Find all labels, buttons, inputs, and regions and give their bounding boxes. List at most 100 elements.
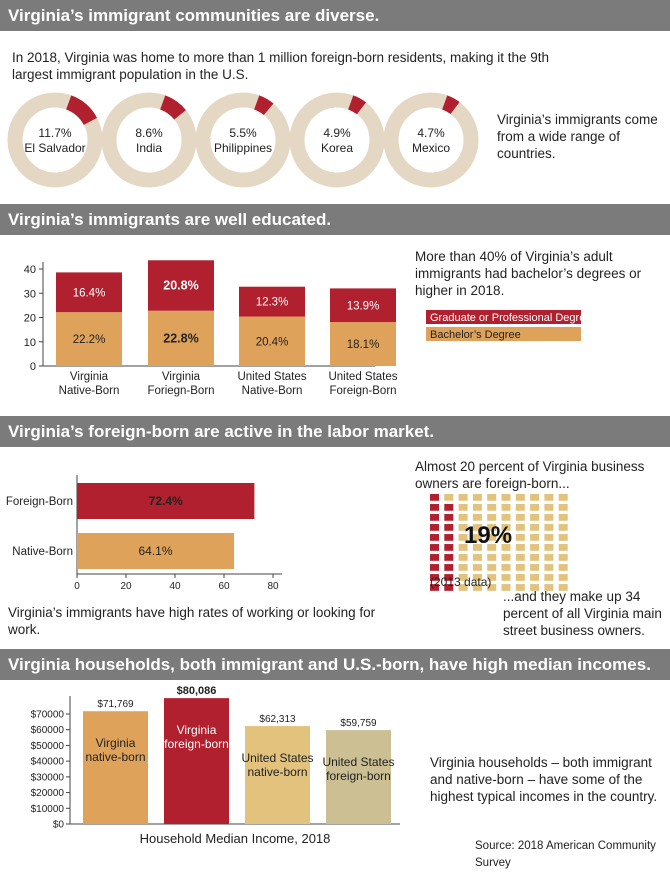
labor-value-1: 64.1% (139, 544, 173, 558)
owner-grid-cell (472, 514, 482, 521)
owner-grid-cell (458, 574, 468, 581)
owner-grid-cell (558, 494, 568, 501)
labor-xtick-label-4: 80 (267, 581, 279, 592)
owner-grid-cell (444, 544, 454, 551)
owner-grid-cell (530, 544, 540, 551)
owner-grid-cell (544, 584, 554, 591)
income-value-2: $62,313 (259, 714, 296, 725)
owner-grid-cell (515, 584, 525, 591)
edu-label-graduate-3: 13.9% (347, 300, 380, 312)
owner-grid-cell (501, 524, 511, 531)
edu-category-3-line1: United States (328, 371, 397, 383)
owner-grid-cell (530, 584, 540, 591)
owner-grid-cell (430, 544, 439, 551)
edu-category-2-line1: United States (237, 371, 306, 383)
owner-grid-cell (444, 514, 454, 521)
section-header-education: Virginia’s immigrants are well educated. (0, 204, 670, 235)
owner-grid-cell (544, 574, 554, 581)
income-value-1: $80,086 (177, 685, 217, 697)
edu-label-bachelor-0: 22.2% (73, 334, 106, 346)
owner-grid-cell (530, 504, 540, 511)
income-ytick-label-3: $30000 (31, 772, 65, 783)
owner-grid-cell (472, 544, 482, 551)
income-bar-2 (245, 726, 310, 824)
income-ytick-label-7: $70000 (31, 710, 65, 721)
owner-grid-cell (530, 514, 540, 521)
owner-grid-cell (515, 504, 525, 511)
owners-bottom-text: ...and they make up 34 percent of all Vi… (503, 589, 662, 638)
owner-grid-cell (558, 544, 568, 551)
edu-label-graduate-2: 12.3% (256, 297, 289, 309)
owner-grid-cell (430, 494, 439, 501)
owner-grid-cell (487, 494, 497, 501)
income-category-2-line2: native-born (247, 765, 307, 779)
donut-ring-2 (195, 92, 291, 188)
income-ytick-label-6: $60000 (31, 725, 65, 736)
owner-grid-cell (558, 514, 568, 521)
owner-grid-cell (558, 504, 568, 511)
owner-grid-cell (501, 534, 511, 541)
owner-grid-cell (515, 554, 525, 561)
owner-grid-cell (430, 514, 439, 521)
owner-grid-cell (515, 544, 525, 551)
donut-country-2: Philippines (214, 141, 272, 155)
owner-grid-cell (487, 514, 497, 521)
owner-grid-cell (530, 534, 540, 541)
owner-grid-cell (501, 584, 511, 591)
labor-bar-1 (77, 533, 235, 569)
income-value-0: $71,769 (97, 699, 134, 710)
income-ytick-label-5: $50000 (31, 741, 65, 752)
donut-ring-0 (7, 92, 103, 188)
income-ytick-label-2: $20000 (31, 788, 65, 799)
edu-legend-swatch-graduate (426, 310, 581, 324)
owner-grid-cell (487, 534, 497, 541)
owner-grid-cell (544, 524, 554, 531)
donut-percent-1: 8.6% (135, 126, 163, 140)
section-header-diverse: Virginia’s immigrant communities are div… (0, 0, 670, 31)
owners-top-text: Almost 20 percent of Virginia business o… (415, 459, 645, 491)
owner-grid-cell (544, 504, 554, 511)
owner-grid-cell (544, 534, 554, 541)
owner-grid-cell (430, 504, 439, 511)
labor-bar-0 (77, 483, 255, 519)
owner-grid-cell (472, 574, 482, 581)
owner-grid-cell (487, 524, 497, 531)
edu-label-bachelor-1: 22.8% (163, 331, 198, 345)
income-ytick-label-4: $40000 (31, 757, 65, 768)
donut-percent-3: 4.9% (323, 126, 351, 140)
income-category-2-line1: United States (241, 751, 313, 765)
owner-grid-cell (515, 494, 525, 501)
owner-grid-cell (558, 564, 568, 571)
owner-grid-cell (558, 574, 568, 581)
edu-legend-swatch-bachelor (426, 327, 581, 341)
owner-grid-cell (558, 554, 568, 561)
owner-grid-cell (501, 544, 511, 551)
owner-grid-cell (430, 534, 439, 541)
donut-country-3: Korea (321, 141, 353, 155)
edu-category-3-line2: Foreign-Born (329, 385, 396, 397)
edu-legend-label-graduate: Graduate or Professional Degree (430, 312, 591, 324)
owner-grid-cell (544, 514, 554, 521)
income-ytick-label-0: $0 (53, 820, 65, 831)
donut-ring-3 (289, 92, 385, 188)
edu-bar-graduate-0 (56, 272, 122, 313)
owner-grid-cell (430, 574, 439, 581)
labor-category-1: Native-Born (12, 546, 73, 558)
income-value-3: $59,759 (340, 718, 377, 729)
edu-category-1-line1: Virginia (162, 371, 201, 383)
owner-grid-cell (544, 544, 554, 551)
owner-grid-cell (430, 584, 439, 591)
donut-ring-1 (101, 92, 197, 188)
labor-xtick-label-1: 20 (120, 581, 132, 592)
donut-country-4: Mexico (412, 141, 450, 155)
owner-grid-cell (444, 494, 454, 501)
owner-grid-cell (530, 494, 540, 501)
owner-grid-cell (558, 584, 568, 591)
edu-ytick-label-4: 40 (24, 264, 36, 276)
labor-xtick-label-0: 0 (74, 581, 80, 592)
section-header-labor: Virginia’s foreign-born are active in th… (0, 416, 670, 447)
labor-note: Virginia’s immigrants have high rates of… (8, 605, 376, 637)
section-header-income: Virginia households, both immigrant and … (0, 649, 670, 680)
owner-grid-cell (444, 524, 454, 531)
